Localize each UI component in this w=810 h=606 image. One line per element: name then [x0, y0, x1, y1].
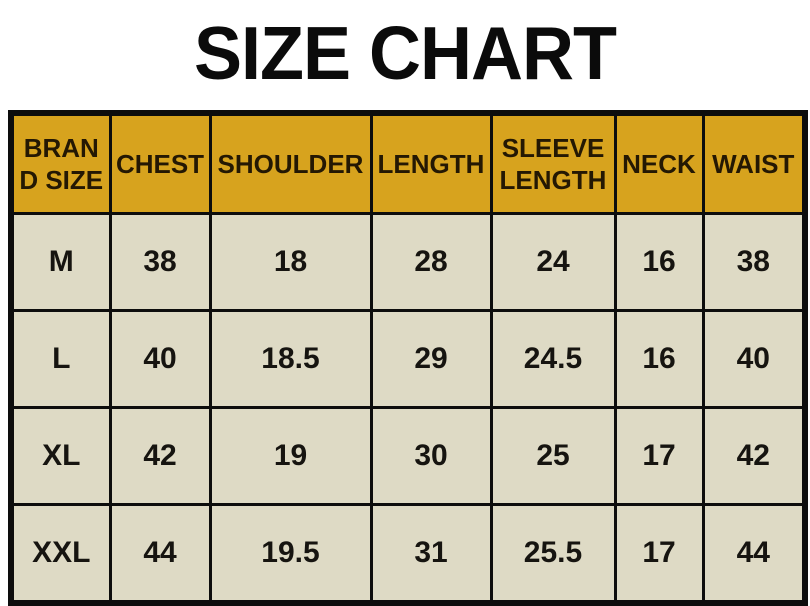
value-cell: 44 — [108, 503, 212, 605]
value-cell: 44 — [701, 503, 807, 605]
value-cell: 18.5 — [208, 309, 373, 409]
size-label-cell: L — [9, 309, 112, 409]
value-cell: 42 — [108, 406, 212, 506]
value-cell: 16 — [613, 212, 705, 312]
table-row-m: M 38 18 28 24 16 38 — [9, 212, 807, 312]
page-title: SIZE CHART — [194, 12, 617, 96]
header-cell-chest: CHEST — [108, 111, 212, 215]
header-cell-sleeve-length: SLEEVE LENGTH — [489, 111, 617, 215]
value-cell: 16 — [613, 309, 705, 409]
size-label-cell: XL — [9, 406, 112, 506]
table-row-l: L 40 18.5 29 24.5 16 40 — [9, 309, 807, 409]
value-cell: 19.5 — [208, 503, 373, 605]
value-cell: 18 — [208, 212, 373, 312]
value-cell: 25 — [489, 406, 617, 506]
value-cell: 38 — [108, 212, 212, 312]
value-cell: 25.5 — [489, 503, 617, 605]
value-cell: 17 — [613, 406, 705, 506]
value-cell: 19 — [208, 406, 373, 506]
value-cell: 24.5 — [489, 309, 617, 409]
header-cell-shoulder: SHOULDER — [208, 111, 373, 215]
header-cell-length: LENGTH — [369, 111, 493, 215]
size-label-cell: XXL — [9, 503, 112, 605]
value-cell: 17 — [613, 503, 705, 605]
size-label-cell: M — [9, 212, 112, 312]
header-cell-brand-size: BRAN D SIZE — [9, 111, 112, 215]
value-cell: 24 — [489, 212, 617, 312]
value-cell: 38 — [701, 212, 807, 312]
table-row-xl: XL 42 19 30 25 17 42 — [9, 406, 807, 506]
value-cell: 40 — [108, 309, 212, 409]
table-row-xxl: XXL 44 19.5 31 25.5 17 44 — [9, 503, 807, 605]
value-cell: 40 — [701, 309, 807, 409]
header-cell-waist: WAIST — [701, 111, 807, 215]
value-cell: 42 — [701, 406, 807, 506]
table-header-row: BRAN D SIZE CHEST SHOULDER LENGTH SLEEVE… — [9, 111, 807, 215]
value-cell: 28 — [369, 212, 493, 312]
size-chart-table: BRAN D SIZE CHEST SHOULDER LENGTH SLEEVE… — [8, 110, 808, 606]
value-cell: 30 — [369, 406, 493, 506]
value-cell: 31 — [369, 503, 493, 605]
header-cell-neck: NECK — [613, 111, 705, 215]
value-cell: 29 — [369, 309, 493, 409]
